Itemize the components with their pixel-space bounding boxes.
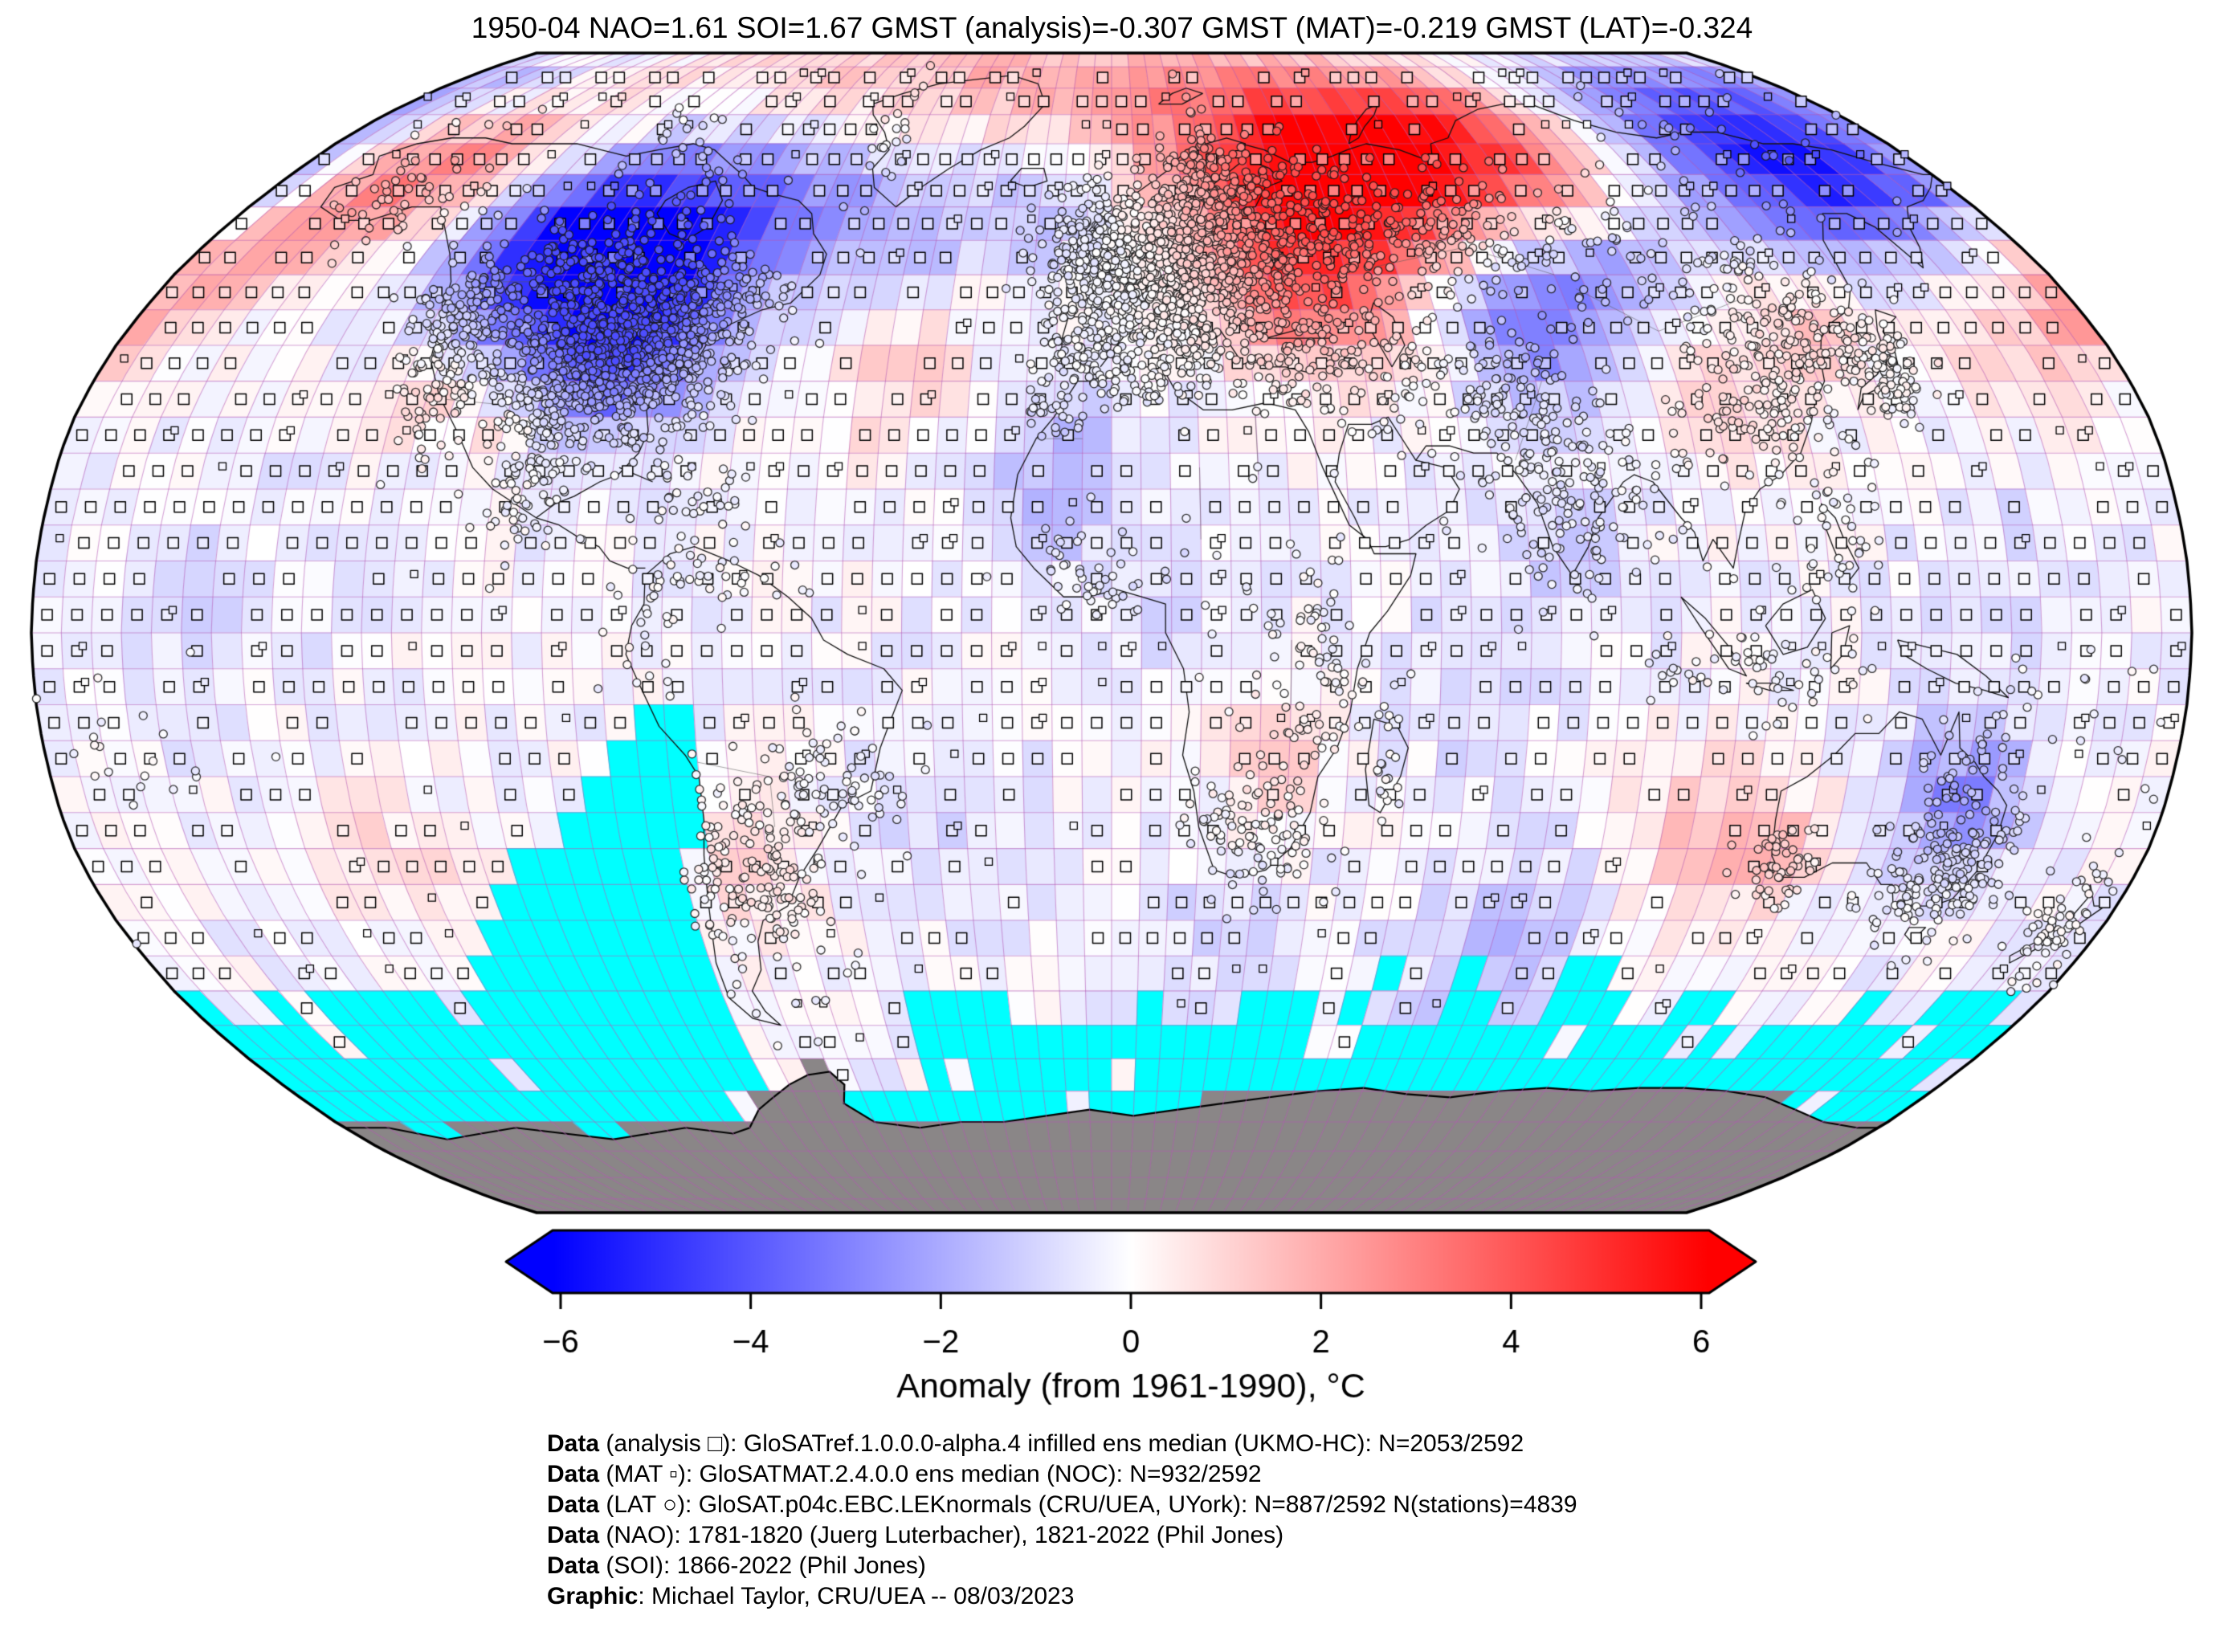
attribution-keyword: Data — [547, 1522, 600, 1548]
chart-title: 1950-04 NAO=1.61 SOI=1.67 GMST (analysis… — [471, 11, 1753, 44]
attribution-keyword: Data — [547, 1430, 600, 1457]
attribution-keyword: Data — [547, 1491, 600, 1518]
attribution-line: Data (MAT ▫): GloSATMAT.2.4.0.0 ens medi… — [547, 1461, 1262, 1487]
attribution-line: Data (SOI): 1866-2022 (Phil Jones) — [547, 1552, 926, 1579]
attribution-line: Data (analysis □): GloSATref.1.0.0.0-alp… — [547, 1430, 1524, 1457]
data-attribution: Data (analysis □): GloSATref.1.0.0.0-alp… — [547, 1429, 1577, 1612]
attribution-line: Graphic: Michael Taylor, CRU/UEA -- 08/0… — [547, 1583, 1075, 1609]
attribution-line: Data (NAO): 1781-1820 (Juerg Luterbacher… — [547, 1522, 1284, 1548]
attribution-keyword: Data — [547, 1552, 600, 1579]
attribution-line: Data (LAT ○): GloSAT.p04c.EBC.LEKnormals… — [547, 1491, 1577, 1518]
attribution-keyword: Data — [547, 1461, 600, 1487]
attribution-keyword: Graphic — [547, 1583, 639, 1609]
